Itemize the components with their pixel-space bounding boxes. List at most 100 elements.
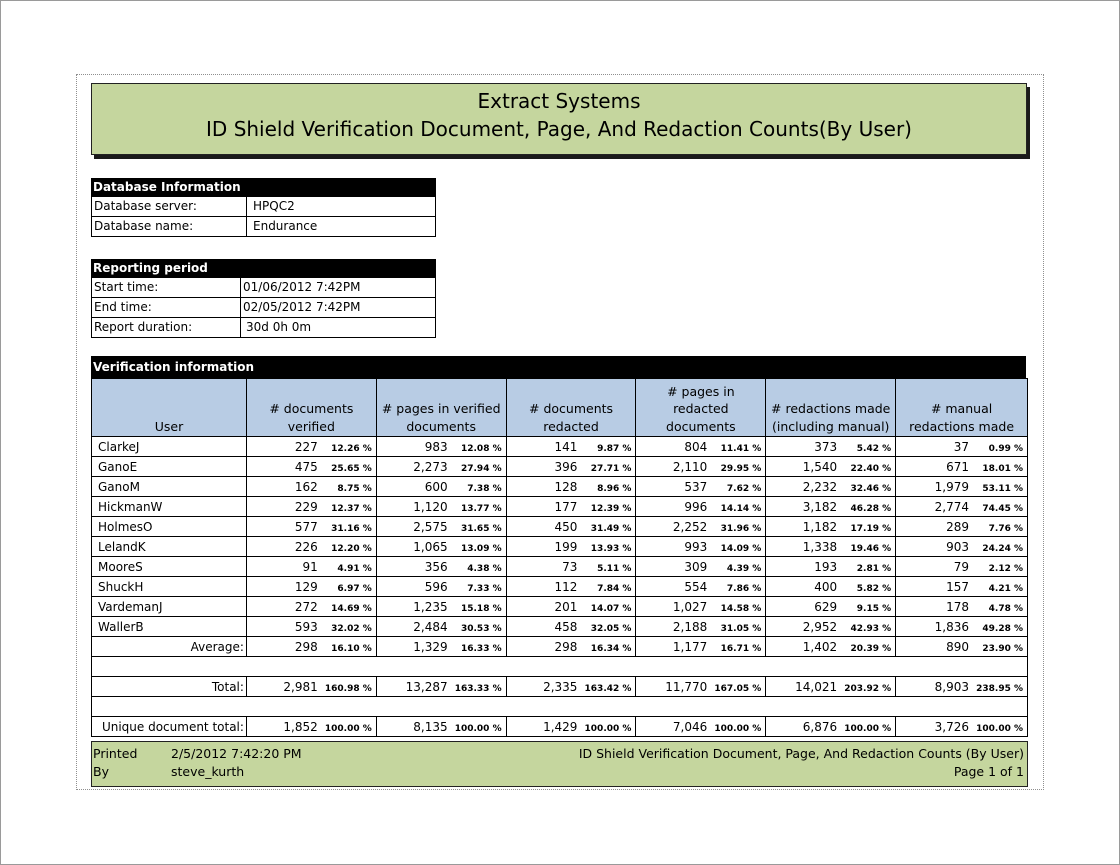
count-value: 91 [302,559,318,574]
percent-value: 163.42 % [584,683,632,694]
value-cell: 8,135 100.00 % [375,716,507,737]
count-value: 162 [294,479,318,494]
value-cell: 13,287 163.33 % [375,676,507,697]
value-cell: 396 27.71 % [505,456,637,477]
count-value: 112 [554,579,578,594]
percent-value: 31.65 % [460,523,502,534]
count-value: 13,287 [405,679,448,694]
value-cell: 1,177 16.71 % [635,636,767,657]
count-value: 141 [554,439,578,454]
percent-value: 2.12 % [988,563,1023,574]
percent-value: 32.46 % [850,483,892,494]
value-cell: 983 12.08 % [375,436,507,457]
value-cell: 1,338 19.46 % [765,536,897,557]
percent-value: 100.00 % [844,723,892,734]
count-value: 600 [424,479,448,494]
percent-value: 16.34 % [590,643,632,654]
database-name-row: Database name: Endurance [91,217,436,237]
report-duration-row: Report duration: 30d 0h 0m [91,318,436,338]
count-value: 1,429 [543,719,578,734]
row-spacer [91,656,1028,677]
percent-value: 4.38 % [467,563,502,574]
percent-value: 53.11 % [982,483,1023,494]
value-cell: 577 31.16 % [245,516,377,537]
value-cell: 6,876 100.00 % [765,716,897,737]
value-cell: 37 0.99 % [895,436,1028,457]
count-value: 450 [554,519,578,534]
percent-value: 7.33 % [467,583,502,594]
count-value: 3,182 [802,499,838,514]
percent-value: 16.33 % [460,643,502,654]
summary-row: Total: 2,981 160.98 % 13,287 163.33 % 2,335 16… [91,676,1028,697]
summary-label: Unique document total: [91,716,247,737]
count-value: 671 [946,459,969,474]
count-value: 804 [684,439,708,454]
count-value: 129 [294,579,318,594]
value-cell: 2,952 42.93 % [765,616,897,637]
count-value: 1,177 [672,639,708,654]
percent-value: 12.39 % [590,503,632,514]
start-time-row: Start time: 01/06/2012 7:42PM [91,278,436,298]
percent-value: 11.41 % [720,443,762,454]
count-value: 201 [554,599,578,614]
value-cell: 356 4.38 % [375,556,507,577]
table-row: WallerB 593 32.02 % 2,484 30.53 % 458 32.05 % 2… [91,616,1028,637]
count-value: 178 [946,599,969,614]
count-value: 993 [684,539,708,554]
count-value: 1,027 [672,599,708,614]
percent-value: 16.71 % [720,643,762,654]
database-server-label: Database server: [92,197,247,216]
value-cell: 289 7.76 % [895,516,1028,537]
percent-value: 27.71 % [590,463,632,474]
count-value: 1,235 [413,599,448,614]
count-value: 199 [554,539,578,554]
value-cell: 177 12.39 % [505,496,637,517]
verification-table: User # documents verified # pages in ver… [91,378,1028,737]
value-cell: 11,770 167.05 % [635,676,767,697]
value-cell: 91 4.91 % [245,556,377,577]
value-cell: 458 32.05 % [505,616,637,637]
percent-value: 5.42 % [856,443,892,454]
column-header: # redactions made (including manual) [765,378,897,437]
value-cell: 450 31.49 % [505,516,637,537]
count-value: 2,252 [672,519,708,534]
percent-value: 14.58 % [720,603,762,614]
percent-value: 5.11 % [597,563,632,574]
count-value: 475 [294,459,318,474]
percent-value: 15.18 % [460,603,502,614]
user-cell: ClarkeJ [91,436,247,457]
percent-value: 9.15 % [856,603,892,614]
percent-value: 8.75 % [337,483,372,494]
percent-value: 14.07 % [590,603,632,614]
count-value: 2,188 [672,619,708,634]
value-cell: 2,484 30.53 % [375,616,507,637]
start-time-value: 01/06/2012 7:42PM [243,280,361,294]
percent-value: 163.33 % [454,683,502,694]
value-cell: 1,182 17.19 % [765,516,897,537]
column-header: # pages in redacted documents [635,378,767,437]
count-value: 629 [814,599,838,614]
count-value: 3,726 [934,719,969,734]
percent-value: 12.20 % [331,543,372,554]
value-cell: 903 24.24 % [895,536,1028,557]
count-value: 983 [424,439,448,454]
count-value: 373 [814,439,838,454]
database-info-block: Database Information Database server: HP… [91,178,436,237]
value-cell: 2,188 31.05 % [635,616,767,637]
value-cell: 1,329 16.33 % [375,636,507,657]
percent-value: 4.78 % [988,603,1023,614]
count-value: 458 [554,619,578,634]
percent-value: 49.28 % [982,623,1023,634]
percent-value: 7.86 % [726,583,762,594]
value-cell: 537 7.62 % [635,476,767,497]
column-header: # pages in verified documents [375,378,507,437]
count-value: 2,273 [413,459,448,474]
value-cell: 229 12.37 % [245,496,377,517]
value-cell: 112 7.84 % [505,576,637,597]
database-info-header: Database Information [91,178,436,197]
table-row: ShuckH 129 6.97 % 596 7.33 % 112 7.84 % 554 7.86… [91,576,1028,597]
percent-value: 16.10 % [331,643,372,654]
count-value: 996 [684,499,708,514]
percent-value: 6.97 % [337,583,372,594]
count-value: 1,120 [413,499,448,514]
